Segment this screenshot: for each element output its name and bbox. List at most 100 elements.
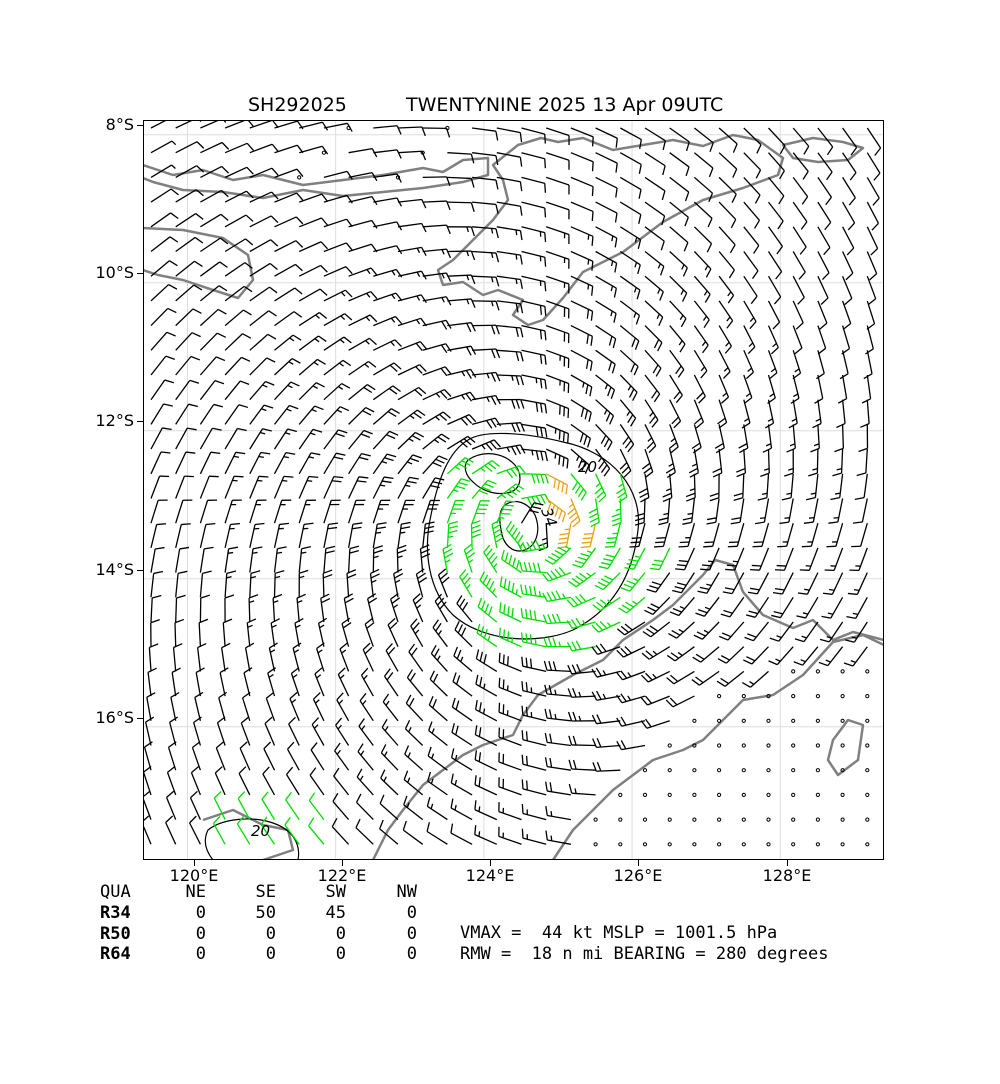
wind-barb <box>398 295 426 303</box>
wind-barb <box>475 800 497 819</box>
wind-barb <box>796 597 818 618</box>
wind-barb <box>373 198 401 206</box>
wind-barb <box>689 449 698 477</box>
wind-barb <box>275 359 301 375</box>
wind-barb <box>324 219 352 227</box>
stats-rmw-bearing: RMW = 18 n mi BEARING = 280 degrees <box>460 944 828 964</box>
wind-barb <box>225 500 242 523</box>
wind-barb <box>289 717 300 745</box>
wind-barb <box>398 342 426 351</box>
wind-barb <box>719 153 737 178</box>
wind-barb <box>567 641 595 651</box>
wind-barb <box>645 375 660 402</box>
wind-barb <box>645 276 663 300</box>
coastline-wetar <box>783 138 863 162</box>
wind-barb <box>828 499 842 524</box>
wind-barb <box>275 264 303 276</box>
wind-barb <box>176 214 203 227</box>
wind-barb <box>241 717 249 745</box>
wind-barb <box>337 693 349 721</box>
wind-barb <box>225 595 234 622</box>
coastline-melville <box>828 720 863 775</box>
wind-barb <box>313 693 323 721</box>
wind-barb <box>744 375 752 403</box>
wind-barb <box>793 177 807 204</box>
wind-barb <box>147 693 155 721</box>
wind-barb <box>349 362 376 375</box>
calm-marker <box>792 818 795 821</box>
wind-barb <box>361 668 373 696</box>
wind-barb <box>250 500 267 523</box>
wind-barb <box>423 273 451 282</box>
wind-barb <box>373 546 382 573</box>
wind-barb <box>151 213 178 227</box>
chart-title: SH292025 TWENTYNINE 2025 13 Apr 09UTC <box>0 92 1000 118</box>
wind-barb <box>299 313 327 326</box>
wind-barb <box>818 276 828 304</box>
wind-barb <box>719 252 734 279</box>
wind-barb <box>360 693 373 721</box>
wind-barb <box>200 500 217 523</box>
wind-barb <box>645 400 658 428</box>
wind-barb <box>758 474 769 500</box>
calm-marker <box>594 843 597 846</box>
wind-barb <box>174 644 183 672</box>
wind-barb <box>670 276 687 301</box>
wind-barb <box>373 269 401 277</box>
wind-barb <box>398 477 419 498</box>
calm-marker <box>792 670 795 673</box>
wind-barb <box>225 215 253 227</box>
wind-barb <box>522 400 547 414</box>
wind-barb <box>571 424 591 447</box>
cell-ne: 0 <box>150 903 206 923</box>
wind-barb <box>447 436 475 449</box>
wind-barb <box>620 400 635 427</box>
wind-barb <box>715 424 724 452</box>
wind-barb <box>769 301 780 329</box>
wind-barb <box>692 671 719 685</box>
calm-marker <box>718 843 721 846</box>
wind-barb <box>172 668 180 696</box>
wind-barb <box>569 760 596 770</box>
calm-marker <box>841 670 844 673</box>
wind-barb <box>269 643 277 671</box>
lon-tick <box>490 860 491 866</box>
wind-barb <box>215 767 225 795</box>
wind-barb <box>288 742 300 770</box>
calm-marker <box>816 793 819 796</box>
wind-barb <box>349 454 371 474</box>
wind-barb <box>569 736 596 746</box>
lat-label-16s: 16°S <box>78 708 134 728</box>
wind-barb <box>821 597 842 618</box>
calm-marker <box>866 818 869 821</box>
wind-barb <box>668 622 694 638</box>
wind-barb <box>848 573 867 595</box>
wind-barb <box>151 356 175 375</box>
wind-barb <box>502 550 522 573</box>
calm-marker <box>816 818 819 821</box>
wind-barb <box>398 223 426 231</box>
wind-barb <box>521 608 546 622</box>
wind-barb <box>769 276 781 304</box>
wind-barb <box>719 326 731 354</box>
wind-barb <box>843 153 856 180</box>
wind-barb <box>151 452 170 474</box>
wind-barb <box>844 647 867 666</box>
wind-barb <box>324 123 352 131</box>
wind-barb <box>200 238 227 251</box>
wind-barb <box>867 252 876 280</box>
wind-barb <box>200 428 221 449</box>
wind-barb <box>719 375 728 403</box>
wind-barb <box>546 276 569 293</box>
wind-barb <box>373 454 396 474</box>
wind-barb <box>744 326 755 354</box>
wind-barb <box>499 802 522 819</box>
wind-barb <box>815 375 823 403</box>
calm-marker <box>792 793 795 796</box>
wind-barb <box>545 709 571 721</box>
wind-barb <box>718 647 744 663</box>
wind-barb <box>818 177 832 204</box>
lat-label-14s: 14°S <box>78 560 134 580</box>
wind-barb <box>338 668 348 696</box>
wind-barb <box>620 326 639 350</box>
